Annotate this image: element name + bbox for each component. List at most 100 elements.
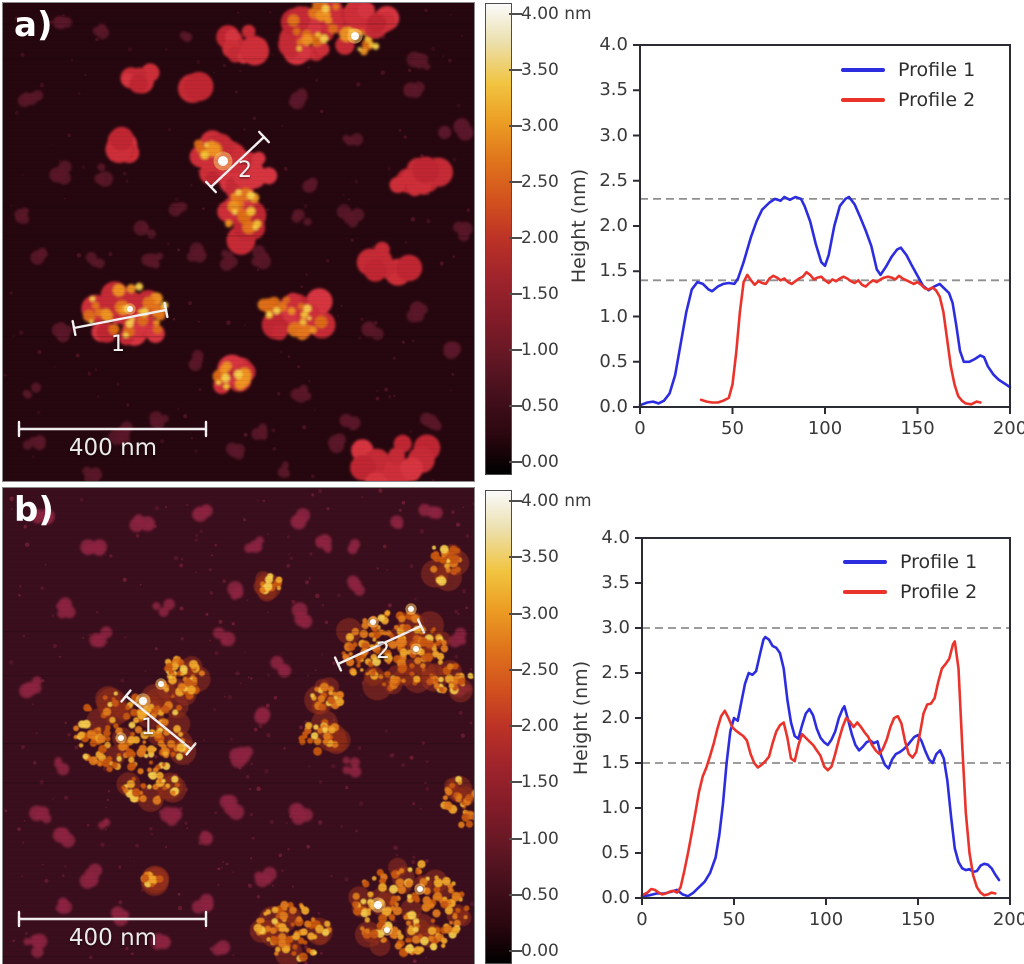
legend-a: Profile 1 Profile 2 <box>841 57 975 117</box>
scan-streak <box>3 743 474 745</box>
hot-spot <box>374 901 382 909</box>
particle-cluster <box>356 241 423 286</box>
particle-cluster <box>350 434 441 481</box>
colorbar-tick <box>509 237 522 239</box>
legend-line-profile-1 <box>843 560 887 564</box>
hot-spot <box>127 306 133 312</box>
colorbar-tick-label: 1.50 <box>521 284 559 304</box>
colorbar-tick <box>509 668 522 671</box>
x-tick-label: 150 <box>900 418 935 439</box>
y-tick-label: 1.5 <box>599 260 628 282</box>
legend-line-profile-2 <box>841 98 885 102</box>
y-tick-label: 2.5 <box>599 169 628 191</box>
particle-cluster <box>420 660 474 703</box>
legend-label-profile-1: Profile 1 <box>898 59 976 81</box>
scan-streak <box>3 956 474 958</box>
colorbar-tick <box>509 781 522 784</box>
legend-label-profile-1: Profile 1 <box>900 551 978 573</box>
colorbar-tick-label: 3.50 <box>521 60 559 80</box>
legend-item-profile-1: Profile 1 <box>841 57 975 83</box>
particle-cluster <box>253 571 283 602</box>
colorbar-tick <box>509 13 522 15</box>
scan-streak <box>3 23 474 25</box>
colorbar-b <box>485 490 512 964</box>
colorbar-tick-label: 1.50 <box>521 772 559 793</box>
scan-streak <box>3 206 474 208</box>
particle-cluster <box>257 288 336 341</box>
afm-scan-b <box>3 488 474 964</box>
particle-cluster <box>105 126 140 163</box>
scan-streak <box>3 336 474 338</box>
colorbar-tick-label: 1.00 <box>521 828 559 849</box>
particle-cluster <box>438 118 474 141</box>
particle-cluster <box>420 544 470 592</box>
hot-spot <box>118 735 124 741</box>
colorbar-tick <box>509 293 522 295</box>
hot-spot <box>370 619 376 625</box>
y-tick-label: 3.0 <box>599 124 628 146</box>
afm-image-b: b) 400 nm <box>2 487 475 964</box>
particle-cluster <box>212 354 256 394</box>
annotations <box>17 130 271 438</box>
profile-marker-label-1: 1 <box>111 332 125 357</box>
hot-spot <box>218 156 228 166</box>
y-tick-label: 0.0 <box>601 887 630 908</box>
colorbar-tick <box>509 612 522 615</box>
legend-label-profile-2: Profile 2 <box>898 89 976 111</box>
profile-marker-label-2: 2 <box>376 639 390 664</box>
y-tick-label: 2.0 <box>601 707 630 728</box>
afm-scan-a <box>3 3 474 481</box>
legend-b: Profile 1 Profile 2 <box>843 549 977 609</box>
scan-streak <box>3 235 474 237</box>
x-tick-label: 200 <box>992 909 1024 930</box>
profile-marker-label-2: 2 <box>238 158 252 183</box>
colorbar-tick-label: 0.00 <box>521 941 559 961</box>
legend-item-profile-2: Profile 2 <box>843 579 977 605</box>
scan-streak <box>3 782 474 784</box>
particle-cluster <box>217 187 267 255</box>
hot-spot <box>417 886 423 892</box>
colorbar-tick <box>509 725 522 727</box>
hot-spot <box>384 927 390 933</box>
colorbar-tick <box>509 349 522 351</box>
colorbar-tick-label: 4.00 nm <box>521 491 592 511</box>
panel-label-a: a) <box>14 5 53 45</box>
particle-cluster <box>440 775 474 829</box>
x-tick-label: 0 <box>636 909 648 930</box>
colorbar-tick <box>509 950 522 952</box>
colorbar-tick <box>509 837 522 840</box>
legend-label-profile-2: Profile 2 <box>900 581 978 603</box>
scan-streak <box>3 631 474 633</box>
particle-cluster <box>389 156 453 197</box>
colorbar-tick <box>509 125 522 127</box>
colorbar-tick-label: 4.00 nm <box>521 4 592 24</box>
y-tick-label: 4.0 <box>599 34 628 55</box>
particle-cluster <box>298 709 351 756</box>
colorbar-a <box>485 3 512 475</box>
particle-cluster <box>216 24 270 66</box>
colorbar-tick <box>509 69 522 71</box>
y-tick-label: 3.5 <box>601 572 630 593</box>
colorbar-tick <box>509 556 522 559</box>
scan-streak <box>3 675 474 677</box>
colorbar-tick-label: 1.00 <box>521 340 559 360</box>
colorbar-tick <box>509 461 522 463</box>
legend-line-profile-1 <box>841 68 885 72</box>
scale-bar-label-b: 400 nm <box>68 925 158 951</box>
x-tick-label: 100 <box>808 909 844 930</box>
particle-cluster <box>249 900 333 964</box>
colorbar-tick-label: 3.50 <box>521 547 559 568</box>
x-tick-label: 50 <box>722 909 746 930</box>
colorbar-tick-label: 0.00 <box>521 452 559 472</box>
series-profile-2 <box>640 640 997 897</box>
colorbar-tick-label: 2.50 <box>521 172 559 192</box>
legend-item-profile-1: Profile 1 <box>843 549 977 575</box>
scale-bar-label-a: 400 nm <box>68 435 158 461</box>
profile-marker-label-1: 1 <box>141 715 155 740</box>
y-tick-label: 4.0 <box>601 527 630 548</box>
colorbar-tick <box>509 893 522 896</box>
colorbar-tick-label: 0.50 <box>521 884 559 905</box>
x-tick-label: 200 <box>992 418 1024 439</box>
colorbar-tick-label: 2.50 <box>521 659 559 680</box>
particle-cluster <box>304 677 345 715</box>
